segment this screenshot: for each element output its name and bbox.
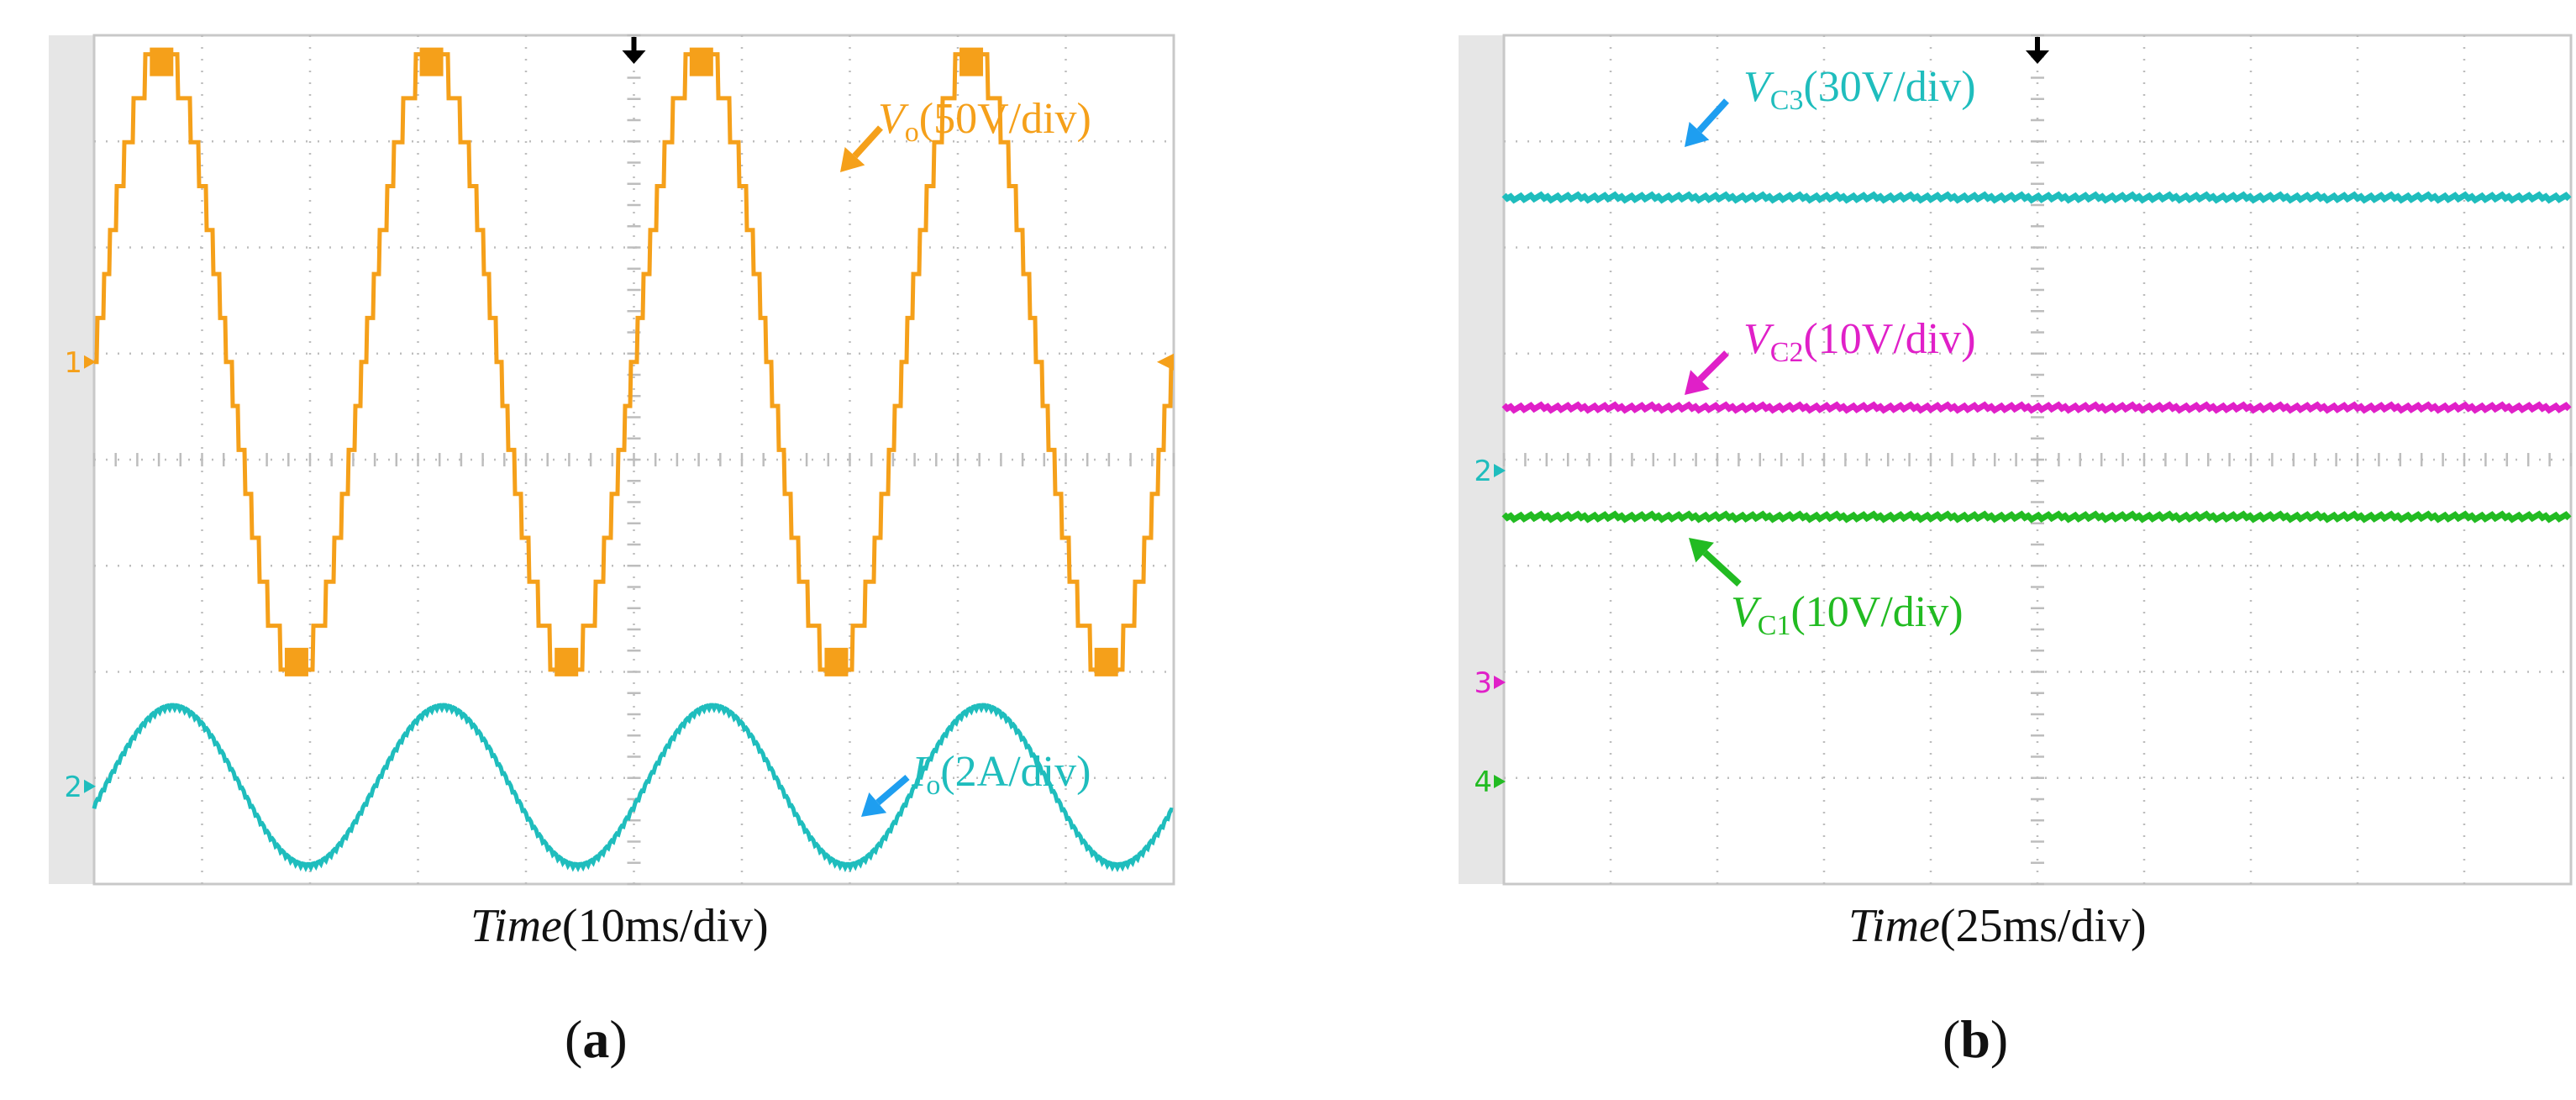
trigger-marker-icon [2026, 37, 2049, 64]
channel-marker-1: 1 [64, 346, 82, 380]
grid [1502, 34, 2573, 886]
series-arrow-io-shaft [875, 774, 910, 806]
scope-screen-a: 1 2 Vo(50V/div) Io(2A/div) [49, 34, 1175, 886]
series-vo-peak [689, 47, 713, 76]
scope-bezel [49, 35, 94, 884]
series-arrow-vo-shaft [852, 125, 883, 159]
series-arrow-vc2-head [1685, 370, 1710, 395]
channel-marker-3-arrow [1494, 676, 1506, 689]
x-axis-label-b: Time(25ms/div) [1848, 900, 2147, 952]
series-vo-trough [1094, 647, 1118, 676]
scope-screen-b: 2 3 4 VC3(30V/div) VC2(10V/div) VC1(10V/div) [1459, 34, 2573, 886]
channel-marker-1-arrow [84, 355, 96, 369]
channel-marker-3: 3 [1474, 666, 1492, 700]
series-arrow-vc3-head [1685, 121, 1710, 147]
series-vo-line [94, 52, 1174, 672]
series-label-vc2: VC2(10V/div) [1743, 315, 1976, 368]
series-vo-trough [555, 647, 579, 676]
series-vo-peak [419, 47, 444, 76]
series-vc1-line [1501, 510, 2572, 524]
series-arrow-vc1-shaft [1702, 550, 1742, 587]
series-arrow-vo-head [840, 146, 865, 172]
series-label-vc3: VC3(30V/div) [1743, 63, 1976, 116]
panel-b: 2 3 4 VC3(30V/div) VC2(10V/div) VC1(10V/div) … [1428, 0, 2576, 1100]
series-vo-peak [150, 47, 174, 76]
panel-label-a: (a) [565, 1009, 628, 1069]
series-vc2-line [1501, 401, 2572, 414]
series-arrow-io-head [861, 792, 887, 817]
trigger-marker-icon [622, 37, 646, 64]
trigger-level-marker [1157, 353, 1174, 371]
series-arrow-vc2-shaft [1697, 350, 1729, 382]
channel-marker-2: 2 [64, 771, 82, 804]
series-vo-peak [959, 47, 984, 76]
series-label-vc1: VC1(10V/div) [1731, 588, 1964, 641]
channel-marker-4: 4 [1474, 766, 1492, 799]
scope-bezel [1459, 35, 1504, 884]
channel-marker-4-arrow [1494, 775, 1506, 788]
series-vo-trough [284, 647, 308, 676]
channel-marker-2: 2 [1474, 455, 1492, 488]
panel-a: 1 2 Vo(50V/div) Io(2A/div) Time(10ms/div) (… [0, 0, 1193, 1100]
series-vc3-line [1501, 191, 2572, 204]
series-arrow-vc1-head [1689, 538, 1714, 563]
panel-label-b: (b) [1943, 1009, 2009, 1069]
series-vo-trough [824, 647, 849, 676]
series-label-vo: Vo(50V/div) [878, 95, 1091, 148]
series-arrow-vc3-shaft [1696, 98, 1729, 134]
series-label-io: Io(2A/div) [911, 748, 1091, 801]
channel-marker-2-arrow [1494, 464, 1506, 477]
channel-marker-2-arrow [84, 779, 96, 793]
grid [92, 34, 1175, 886]
x-axis-label-a: Time(10ms/div) [471, 900, 769, 952]
series-io-line [92, 703, 1174, 873]
